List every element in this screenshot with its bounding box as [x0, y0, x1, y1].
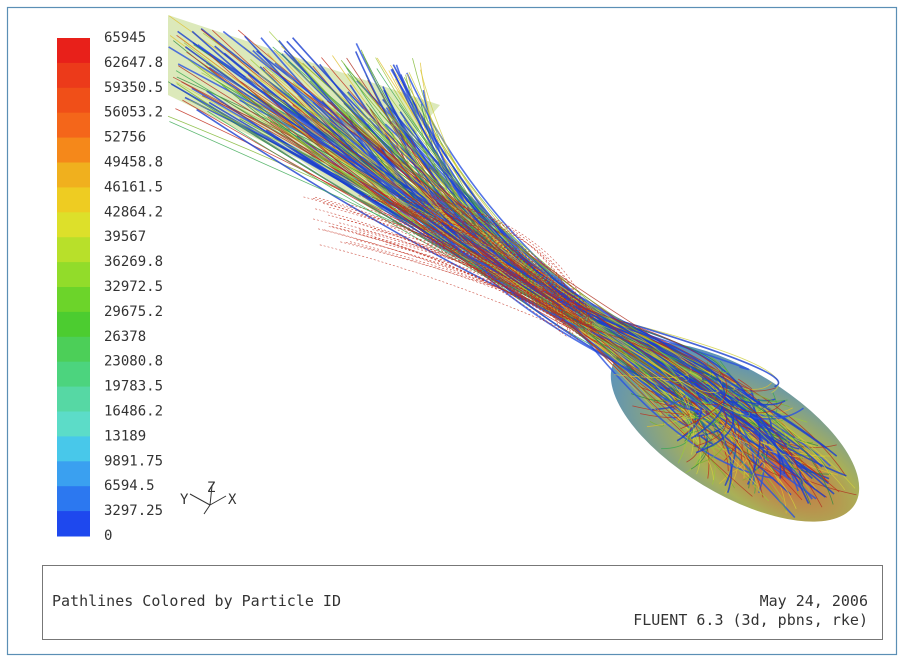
colorbar-label: 9891.75: [104, 453, 163, 469]
colorbar-band: [57, 312, 90, 337]
colorbar-band: [57, 163, 90, 188]
colorbar-band: [57, 486, 90, 511]
colorbar-band: [57, 387, 90, 412]
colorbar-label: 23080.8: [104, 354, 163, 370]
page: 65945 62647.8 59350.5 56053.2 52756 49458.8 46…: [0, 0, 904, 662]
colorbar-label: 13189: [104, 428, 146, 444]
colorbar-label: 3297.25: [104, 503, 163, 519]
colorbar-band: [57, 412, 90, 437]
colorbar-band: [57, 237, 90, 262]
caption-date: May 24, 2006: [760, 592, 868, 610]
colorbar-label: 39567: [104, 229, 146, 245]
colorbar-label: 49458.8: [104, 155, 163, 171]
caption-solver: FLUENT 6.3 (3d, pbns, rke): [633, 611, 868, 629]
caption-title: Pathlines Colored by Particle ID: [52, 592, 341, 610]
colorbar-band: [57, 436, 90, 461]
colorbar: 65945 62647.8 59350.5 56053.2 52756 49458.8 46…: [57, 30, 163, 544]
colorbar-band: [57, 262, 90, 287]
colorbar-band: [57, 337, 90, 362]
colorbar-band: [57, 362, 90, 387]
colorbar-band: [57, 212, 90, 237]
colorbar-label: 65945: [104, 30, 146, 46]
colorbar-band: [57, 287, 90, 312]
axis-label: X: [228, 492, 237, 508]
colorbar-label: 26378: [104, 329, 146, 345]
colorbar-label: 6594.5: [104, 478, 155, 494]
colorbar-label: 59350.5: [104, 80, 163, 96]
screenshot: 65945 62647.8 59350.5 56053.2 52756 49458.8 46…: [0, 0, 904, 662]
colorbar-label: 56053.2: [104, 105, 163, 121]
colorbar-band: [57, 187, 90, 212]
axis-label: Y: [180, 492, 189, 508]
colorbar-label: 52756: [104, 130, 146, 146]
colorbar-band: [57, 88, 90, 113]
colorbar-label: 0: [104, 528, 112, 544]
colorbar-band: [57, 511, 90, 536]
colorbar-label: 42864.2: [104, 204, 163, 220]
colorbar-label: 32972.5: [104, 279, 163, 295]
colorbar-band: [57, 113, 90, 138]
colorbar-band: [57, 138, 90, 163]
colorbar-band: [57, 38, 90, 63]
axis-label: Z: [207, 480, 215, 496]
colorbar-label: 36269.8: [104, 254, 163, 270]
colorbar-label: 62647.8: [104, 55, 163, 71]
colorbar-label: 16486.2: [104, 404, 163, 420]
colorbar-band: [57, 461, 90, 486]
colorbar-label: 46161.5: [104, 179, 163, 195]
colorbar-band: [57, 63, 90, 88]
colorbar-label: 29675.2: [104, 304, 163, 320]
colorbar-label: 19783.5: [104, 379, 163, 395]
